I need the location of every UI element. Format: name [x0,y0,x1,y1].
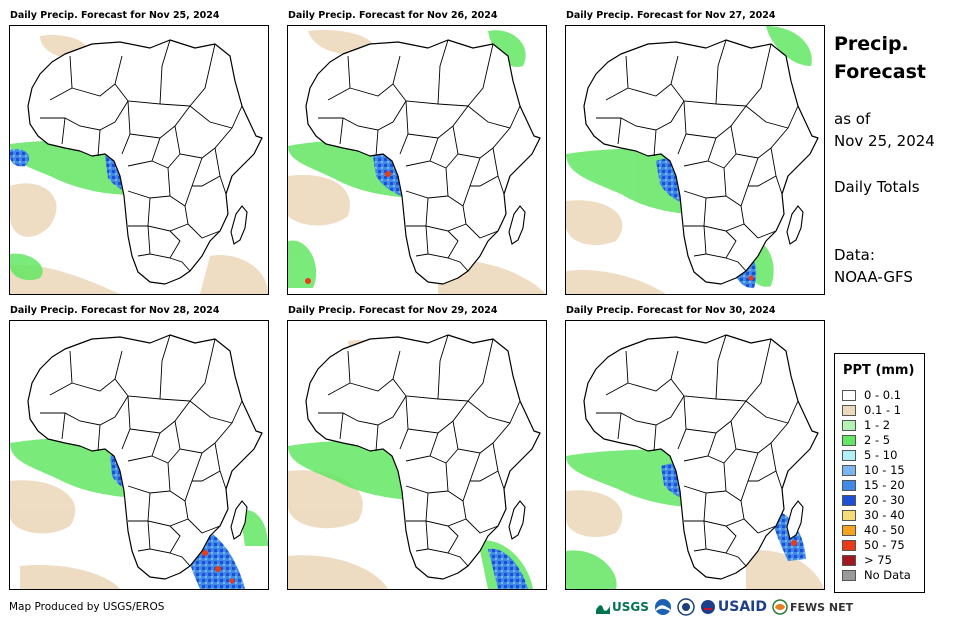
legend-label: 0 - 0.1 [864,388,902,402]
fews-globe-icon [772,599,788,615]
legend-swatch [842,434,856,446]
usgs-logo: USGS [596,600,649,614]
usgs-logo-text: USGS [612,600,649,614]
panel-title-1: Daily Precip. Forecast for Nov 25, 2024 [10,10,220,21]
as-of-date: Nov 25, 2024 [834,132,935,150]
forecast-title: Precip. Forecast [834,30,926,86]
legend-item: 40 - 50 [842,523,905,537]
legend-label: No Data [864,568,911,582]
usaid-logo-text: USAID [717,599,768,615]
usaid-seal-icon [700,600,715,614]
legend-swatch [842,449,856,461]
legend-label: 20 - 30 [864,493,905,507]
data-source: NOAA-GFS [834,268,913,286]
legend-item: 1 - 2 [842,418,890,432]
legend-label: 0.1 - 1 [864,403,902,417]
legend-swatch [842,419,856,431]
usda-seal-icon [677,598,695,616]
precip-map-nov30 [565,320,825,590]
noaa-logo-icon [654,599,671,615]
panel-title-2: Daily Precip. Forecast for Nov 26, 2024 [288,10,498,21]
legend-item: 30 - 40 [842,508,905,522]
legend-label: 1 - 2 [864,418,891,432]
legend-label: 15 - 20 [864,478,905,492]
legend-item: 0 - 0.1 [842,388,901,402]
legend-item: > 75 [842,553,892,567]
data-label: Data: [834,246,875,264]
daily-totals-label: Daily Totals [834,178,920,196]
legend-swatch [842,509,856,521]
precip-map-nov25 [9,25,269,295]
fews-net-logo-text: FEWS NET [790,600,854,614]
legend-label: 5 - 10 [864,448,898,462]
fews-net-logo: FEWS NET [772,599,853,615]
legend-swatch [842,479,856,491]
map-credit: Map Produced by USGS/EROS [9,601,165,613]
legend-swatch [842,389,856,401]
legend-label: 10 - 15 [864,463,905,477]
precip-map-nov27 [565,25,825,295]
precip-map-nov26 [287,25,547,295]
legend-label: 30 - 40 [864,508,905,522]
legend-swatch [842,494,856,506]
legend-item: 2 - 5 [842,433,890,447]
legend-label: 2 - 5 [864,433,891,447]
legend-label: 40 - 50 [864,523,905,537]
panel-title-6: Daily Precip. Forecast for Nov 30, 2024 [566,305,776,316]
ppt-legend: PPT (mm) 0 - 0.1 0.1 - 1 1 - 2 2 - 5 5 -… [834,353,925,593]
legend-label: 50 - 75 [864,538,905,552]
legend-swatch [842,554,856,566]
legend-swatch [842,464,856,476]
legend-item: 50 - 75 [842,538,905,552]
legend-swatch [842,569,856,581]
legend-item: 10 - 15 [842,463,905,477]
precip-map-nov28 [9,320,269,590]
usaid-logo: USAID [700,599,767,615]
forecast-title-line1: Precip. [834,33,909,55]
panel-title-4: Daily Precip. Forecast for Nov 28, 2024 [10,305,220,316]
legend-title: PPT (mm) [843,363,915,378]
legend-item: 5 - 10 [842,448,897,462]
usgs-wave-icon [596,605,610,614]
legend-swatch [842,539,856,551]
legend-item: No Data [842,568,911,582]
as-of-label: as of [834,110,871,128]
legend-swatch [842,524,856,536]
panel-title-5: Daily Precip. Forecast for Nov 29, 2024 [288,305,498,316]
logo-strip: USGS USAID FEWS NET [596,597,853,617]
legend-item: 0.1 - 1 [842,403,901,417]
legend-swatch [842,404,856,416]
legend-label: > 75 [864,553,892,567]
forecast-title-line2: Forecast [834,61,926,83]
panel-title-3: Daily Precip. Forecast for Nov 27, 2024 [566,10,776,21]
precip-map-nov29 [287,320,547,590]
legend-item: 20 - 30 [842,493,905,507]
legend-item: 15 - 20 [842,478,905,492]
